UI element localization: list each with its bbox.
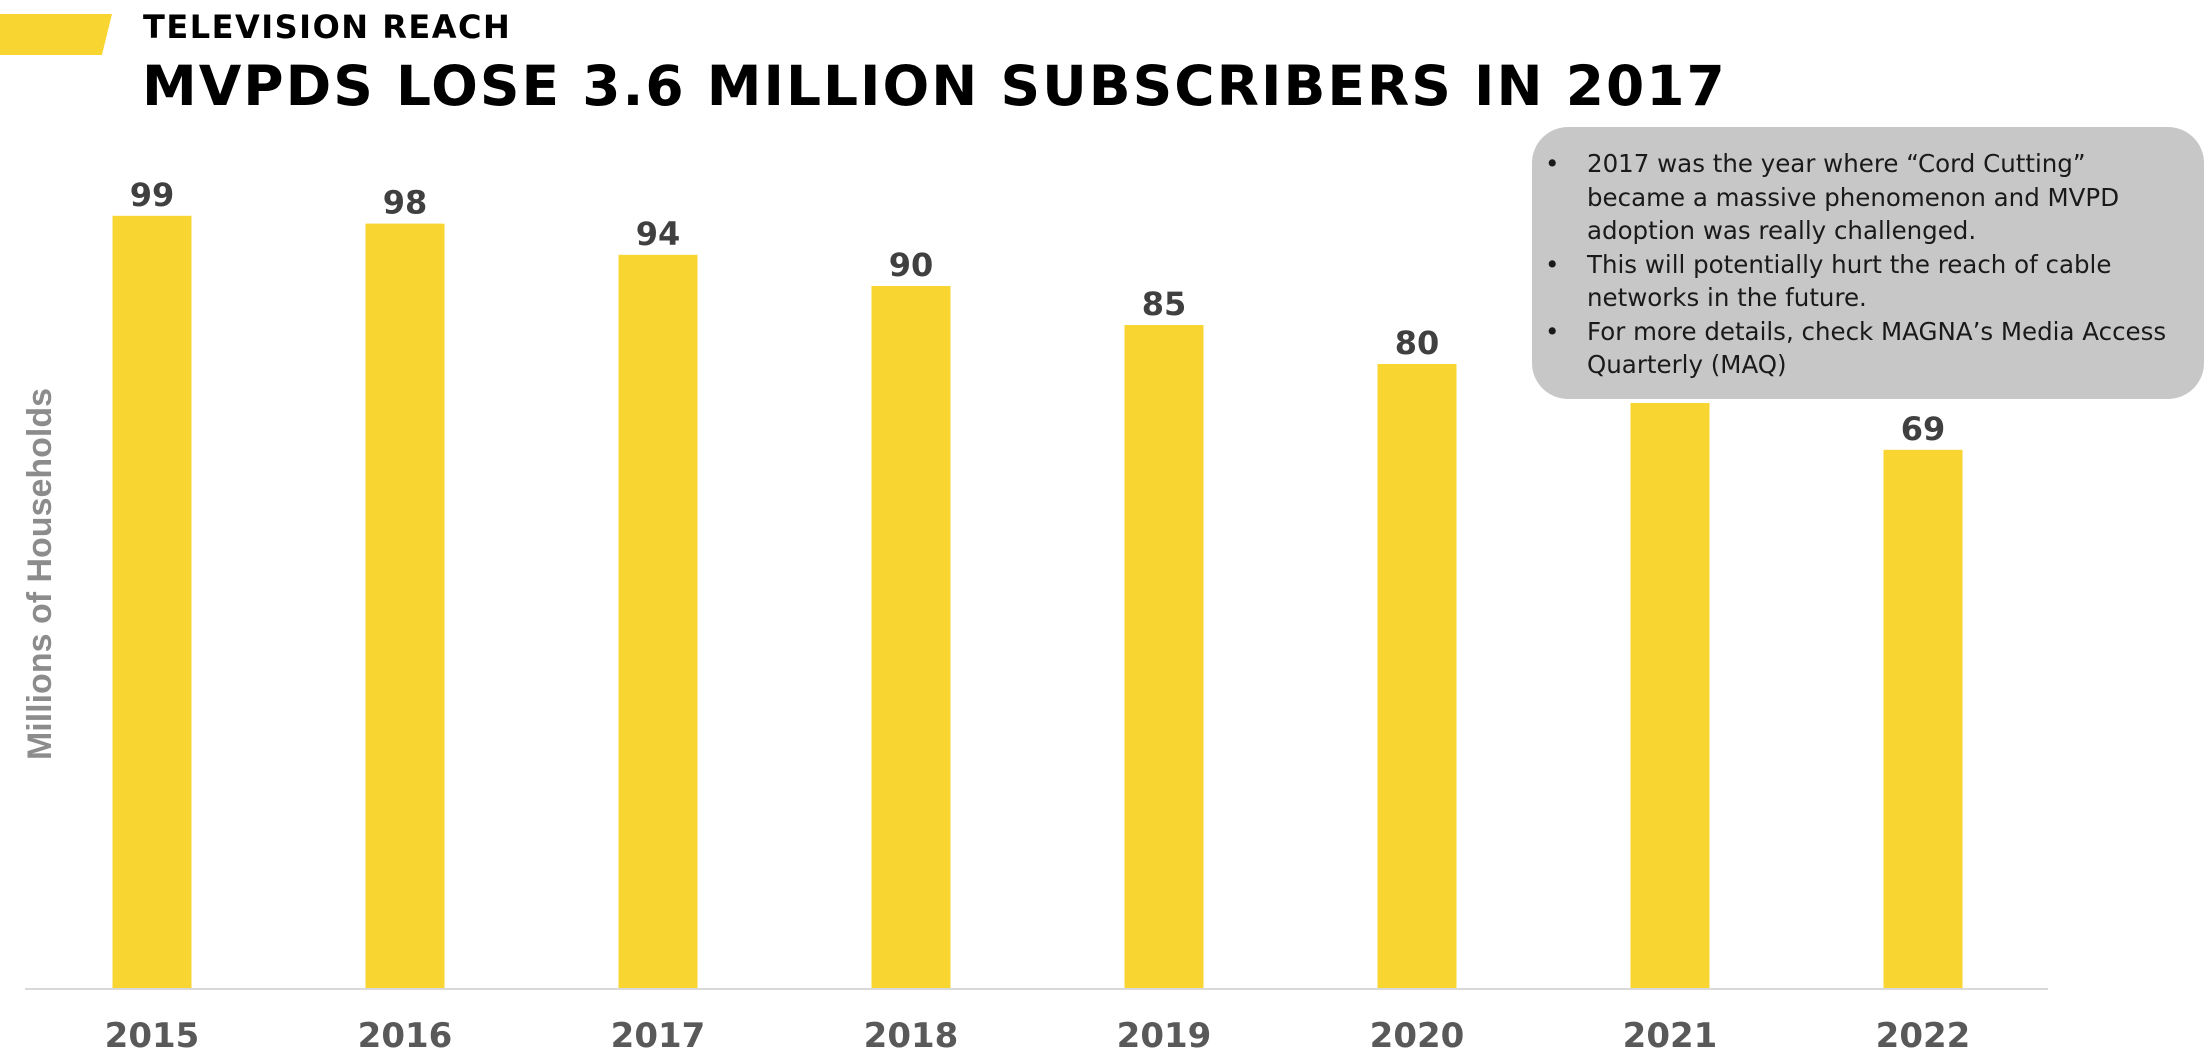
data-label: 69 [1901,410,1946,448]
data-label: 85 [1142,285,1187,323]
bar-2019 [1124,325,1204,988]
data-label: 80 [1395,324,1440,362]
accent-tab [0,14,112,55]
chart-headline: MVPDS LOSE 3.6 MILLION SUBSCRIBERS IN 20… [142,54,1727,118]
data-label: 99 [130,176,175,214]
bar-2022 [1883,449,1963,988]
section-eyebrow: TELEVISION REACH [143,8,512,46]
x-tick-label: 2015 [105,1016,200,1056]
bar-series: 9920159820169420179020188520198020207520… [105,176,1971,1056]
y-axis-label: Millions of Households [21,388,59,760]
bar-2020 [1377,364,1457,988]
x-tick-label: 2018 [864,1016,959,1056]
x-tick-label: 2021 [1623,1016,1718,1056]
x-tick-label: 2020 [1370,1016,1465,1056]
data-label: 90 [889,246,934,284]
data-label: 98 [383,184,428,222]
bar-2021 [1630,403,1710,988]
insight-bullet: For more details, check MAGNA’s Media Ac… [1532,315,2178,382]
insight-list: 2017 was the year where “Cord Cutting” b… [1532,147,2178,382]
bar-2015 [112,215,192,989]
bar-2017 [618,254,698,989]
insight-bullet: This will potentially hurt the reach of … [1532,248,2178,315]
data-label: 94 [636,215,681,253]
x-tick-label: 2017 [611,1016,706,1056]
x-tick-label: 2022 [1876,1016,1971,1056]
x-tick-label: 2019 [1117,1016,1212,1056]
bar-2016 [365,223,445,989]
x-tick-label: 2016 [358,1016,453,1056]
bar-2018 [871,286,951,988]
insight-callout: 2017 was the year where “Cord Cutting” b… [1532,127,2204,399]
insight-bullet: 2017 was the year where “Cord Cutting” b… [1532,147,2178,248]
